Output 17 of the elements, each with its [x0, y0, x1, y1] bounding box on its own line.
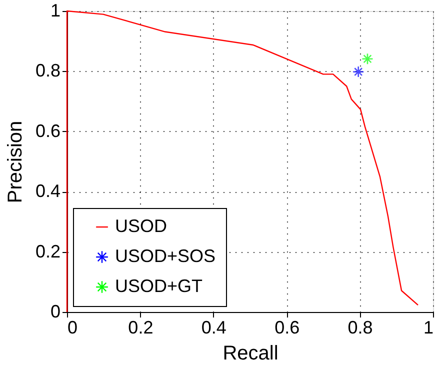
legend-label: USOD+GT [115, 276, 203, 296]
y-tick-label: 0 [50, 302, 60, 322]
x-tick-label: 0.6 [274, 318, 300, 338]
y-tick-label: 0.4 [35, 181, 60, 202]
y-tick-label: 0.2 [35, 241, 60, 262]
legend-label: USOD+SOS [115, 246, 216, 266]
y-axis-title: Precision [4, 120, 26, 204]
x-tick-label: 0 [68, 318, 78, 338]
x-axis-title: Recall [222, 342, 278, 364]
x-tick-label: 0.2 [128, 318, 154, 338]
legend-label: USOD [115, 216, 168, 236]
x-tick-label: 0.4 [201, 318, 226, 338]
y-tick-label: 1 [50, 0, 60, 20]
y-tick-label: 0.6 [35, 120, 60, 141]
x-tick-label: 0.8 [348, 318, 373, 338]
x-tick-label: 1 [423, 318, 434, 338]
y-tick-label: 0.8 [35, 60, 60, 81]
